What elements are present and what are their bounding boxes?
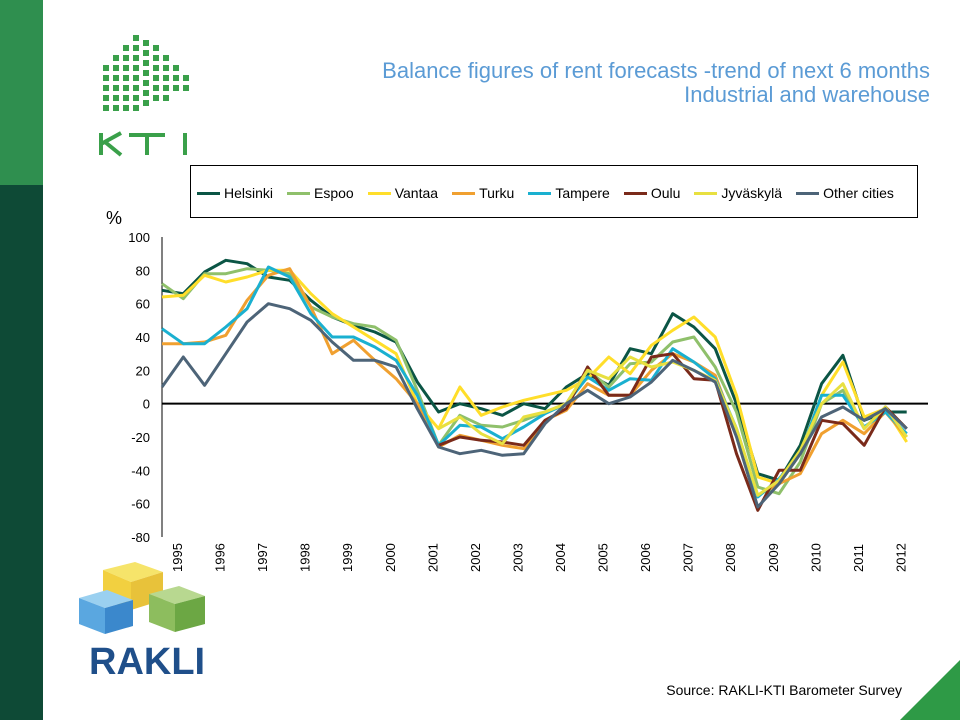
y-axis-label: % bbox=[106, 208, 123, 228]
left-color-band bbox=[0, 0, 43, 720]
legend-label: Jyväskylä bbox=[721, 185, 783, 201]
rakli-logo: RAKLI bbox=[79, 562, 205, 683]
x-tick-label: 2002 bbox=[468, 543, 483, 572]
x-tick-label: 2008 bbox=[723, 543, 738, 572]
x-tick-label: 1995 bbox=[170, 543, 185, 572]
series-line-espoo bbox=[161, 267, 908, 496]
x-tick-label: 1997 bbox=[255, 543, 270, 572]
y-tick-label: -20 bbox=[131, 430, 150, 445]
chart-legend: Helsinki Espoo Vantaa Turku Tampere Oulu Jyväs… bbox=[190, 165, 918, 218]
y-tick-label: 20 bbox=[136, 363, 150, 378]
y-tick-label: -80 bbox=[131, 530, 150, 545]
legend-item: Espoo bbox=[287, 185, 354, 201]
x-tick-label: 2011 bbox=[851, 544, 866, 572]
legend-label: Oulu bbox=[650, 185, 681, 201]
legend-label: Vantaa bbox=[394, 185, 439, 201]
legend-item: Jyväskylä bbox=[694, 185, 782, 201]
corner-decoration bbox=[900, 660, 960, 720]
legend-swatch bbox=[287, 191, 311, 195]
legend-item: Other cities bbox=[796, 185, 894, 201]
x-tick-label: 2000 bbox=[383, 543, 398, 572]
y-tick-label: 0 bbox=[143, 397, 150, 412]
legend-swatch bbox=[796, 191, 820, 195]
series-line-oulu bbox=[438, 352, 908, 512]
y-tick-labels: 100 80 60 40 20 0 -20 -40 -60 -80 bbox=[128, 230, 150, 545]
x-tick-label: 2009 bbox=[766, 543, 781, 572]
legend-swatch bbox=[623, 191, 647, 195]
legend-label: Tampere bbox=[555, 185, 610, 201]
x-tick-label: 2005 bbox=[596, 543, 611, 572]
y-tick-label: 80 bbox=[136, 263, 150, 278]
legend-item: Vantaa bbox=[367, 185, 439, 201]
series-lines bbox=[160, 258, 908, 512]
y-tick-label: -60 bbox=[131, 497, 150, 512]
legend-swatch bbox=[452, 191, 476, 195]
svg-text:RAKLI: RAKLI bbox=[89, 641, 205, 683]
x-tick-label: 1996 bbox=[213, 543, 228, 572]
y-tick-label: -40 bbox=[131, 463, 150, 478]
legend-swatch bbox=[528, 191, 552, 195]
y-tick-label: 40 bbox=[136, 330, 150, 345]
source-note: Source: RAKLI-KTI Barometer Survey bbox=[666, 682, 902, 698]
legend-label: Espoo bbox=[314, 185, 354, 201]
y-tick-label: 60 bbox=[136, 297, 150, 312]
series-line-other-cities bbox=[160, 302, 908, 509]
x-tick-label: 2001 bbox=[425, 543, 440, 572]
kti-logo bbox=[99, 35, 189, 157]
legend-swatch bbox=[197, 191, 220, 195]
legend-item: Tampere bbox=[528, 185, 610, 201]
x-tick-label: 2006 bbox=[638, 543, 653, 572]
x-tick-label: 2004 bbox=[553, 543, 568, 572]
x-tick-label: 2010 bbox=[808, 543, 823, 572]
legend-item: Helsinki bbox=[197, 185, 273, 201]
y-tick-label: 100 bbox=[128, 230, 150, 245]
x-tick-label: 2012 bbox=[893, 543, 908, 572]
legend-label: Other cities bbox=[823, 185, 894, 201]
series-line-helsinki bbox=[161, 258, 907, 482]
x-tick-label: 1999 bbox=[340, 543, 355, 572]
legend-swatch bbox=[367, 191, 391, 195]
legend-item: Oulu bbox=[623, 185, 681, 201]
x-tick-labels: 1995 1996 1997 1998 1999 2000 2001 2002 2003 2004… bbox=[170, 543, 908, 572]
legend-item: Turku bbox=[452, 185, 514, 201]
x-tick-label: 2007 bbox=[681, 543, 696, 572]
chart-subtitle: Industrial and warehouse bbox=[684, 82, 930, 107]
chart-title: Balance figures of rent forecasts -trend… bbox=[382, 58, 930, 83]
legend-swatch bbox=[694, 191, 718, 195]
legend-label: Helsinki bbox=[224, 185, 274, 201]
legend-label: Turku bbox=[479, 185, 515, 201]
x-tick-label: 2003 bbox=[510, 543, 525, 572]
x-tick-label: 1998 bbox=[298, 543, 313, 572]
